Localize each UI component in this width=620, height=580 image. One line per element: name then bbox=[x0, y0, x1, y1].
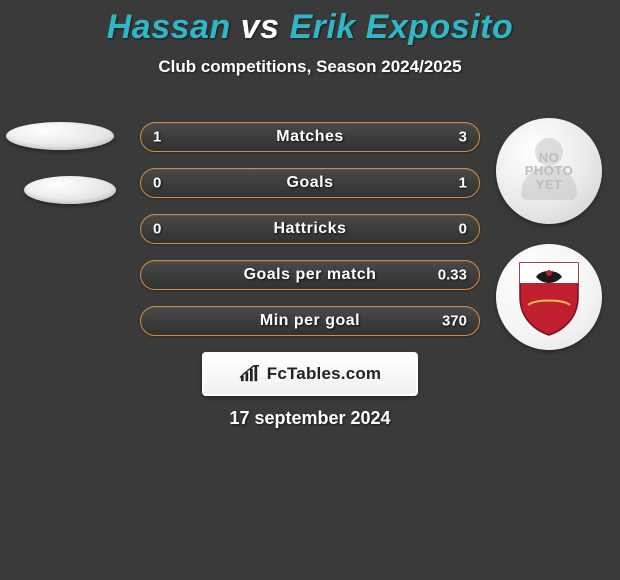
stat-row-hattricks: 0 Hattricks 0 bbox=[140, 214, 480, 244]
stat-right-value: 0 bbox=[459, 221, 467, 238]
player-left-club-badge bbox=[24, 176, 116, 204]
stat-row-goals-per-match: Goals per match 0.33 bbox=[140, 260, 480, 290]
club-shield-icon bbox=[516, 257, 582, 337]
page-title: Hassan vs Erik Exposito bbox=[0, 0, 620, 47]
stat-row-min-per-goal: Min per goal 370 bbox=[140, 306, 480, 336]
no-photo-label: NO PHOTO YET bbox=[496, 118, 602, 224]
subtitle: Club competitions, Season 2024/2025 bbox=[0, 57, 620, 77]
stats-list: 1 Matches 3 0 Goals 1 0 Hattricks 0 Goal… bbox=[140, 122, 480, 352]
snapshot-date: 17 september 2024 bbox=[0, 408, 620, 429]
brand-label: FcTables.com bbox=[267, 364, 382, 384]
bar-chart-icon bbox=[239, 365, 261, 383]
player-left-name: Hassan bbox=[107, 8, 231, 46]
player-left-avatar bbox=[6, 122, 114, 150]
stat-label: Goals per match bbox=[244, 266, 377, 284]
stat-right-value: 0.33 bbox=[438, 267, 467, 284]
stat-label: Min per goal bbox=[260, 312, 360, 330]
stat-right-value: 1 bbox=[459, 175, 467, 192]
stat-row-goals: 0 Goals 1 bbox=[140, 168, 480, 198]
stat-right-value: 3 bbox=[459, 129, 467, 146]
vs-text: vs bbox=[241, 8, 280, 46]
stat-label: Matches bbox=[276, 128, 344, 146]
player-right-avatar: NO PHOTO YET bbox=[496, 118, 602, 224]
stat-row-matches: 1 Matches 3 bbox=[140, 122, 480, 152]
stat-label: Hattricks bbox=[274, 220, 347, 238]
brand-badge: FcTables.com bbox=[202, 352, 418, 396]
stat-left-value: 0 bbox=[153, 175, 161, 192]
comparison-card: Hassan vs Erik Exposito Club competition… bbox=[0, 0, 620, 580]
player-right-club-badge bbox=[496, 244, 602, 350]
stat-left-value: 1 bbox=[153, 129, 161, 146]
stat-label: Goals bbox=[287, 174, 334, 192]
player-right-name: Erik Exposito bbox=[289, 8, 513, 46]
stat-left-value: 0 bbox=[153, 221, 161, 238]
stat-right-value: 370 bbox=[442, 313, 467, 330]
